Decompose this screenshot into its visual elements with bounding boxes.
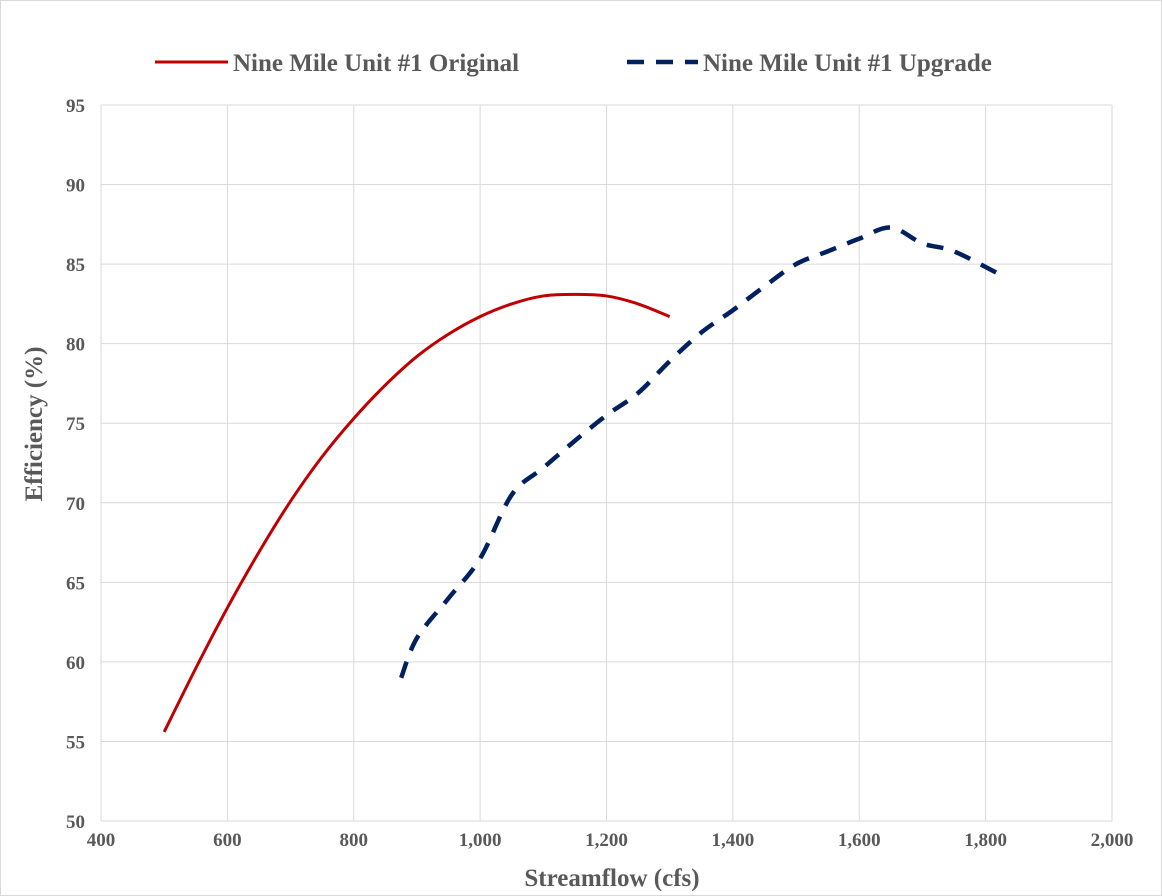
tick-labels: 400 600 800 1,000 1,200 1,400 1,600 1,800 2,000 5… <box>66 96 1133 851</box>
x-tick-label: 400 <box>87 830 116 851</box>
x-tick-label: 1,400 <box>712 830 755 851</box>
original-series-line <box>162 292 671 733</box>
y-tick-label: 85 <box>66 255 85 276</box>
x-tick-label: 1,200 <box>585 830 628 851</box>
grid-lines <box>100 104 1113 822</box>
y-tick-label: 60 <box>66 653 85 674</box>
y-axis-title: Efficiency (%) <box>21 347 48 502</box>
y-tick-label: 95 <box>66 96 85 117</box>
legend: Nine Mile Unit #1 Original Nine Mile Unit… <box>155 50 992 77</box>
y-tick-label: 90 <box>66 176 85 197</box>
data-series <box>162 225 1003 733</box>
x-tick-label: 600 <box>213 830 242 851</box>
y-tick-label: 50 <box>66 812 85 833</box>
y-tick-label: 55 <box>66 732 85 753</box>
legend-label: Nine Mile Unit #1 Upgrade <box>703 50 992 77</box>
y-tick-label: 70 <box>66 494 85 515</box>
x-tick-label: 1,600 <box>838 830 881 851</box>
y-tick-label: 80 <box>66 335 85 356</box>
x-tick-label: 1,800 <box>964 830 1007 851</box>
x-tick-label: 800 <box>340 830 369 851</box>
x-axis-title: Streamflow (cfs) <box>524 865 699 892</box>
upgrade-series-line <box>399 225 1003 679</box>
legend-label: Nine Mile Unit #1 Original <box>233 50 519 77</box>
x-tick-label: 1,000 <box>459 830 502 851</box>
x-tick-label: 2,000 <box>1091 830 1134 851</box>
y-tick-label: 65 <box>66 573 85 594</box>
y-tick-label: 75 <box>66 414 85 435</box>
